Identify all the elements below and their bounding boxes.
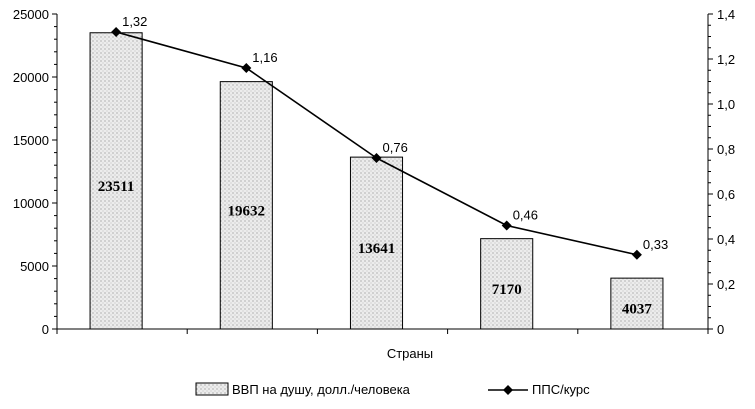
legend: ВВП на душу, долл./человека ППС/курс xyxy=(195,382,590,397)
line-point xyxy=(371,153,382,163)
bar xyxy=(610,277,664,330)
bar xyxy=(219,81,273,330)
line-point xyxy=(501,220,512,231)
y-right-tick-label: 1,0 xyxy=(717,97,735,112)
y-right-tick-label: 0,8 xyxy=(717,142,735,157)
line-point xyxy=(631,249,642,260)
y-left-tick-label: 25000 xyxy=(13,7,49,22)
bar xyxy=(349,156,404,330)
x-axis-title: Страны xyxy=(387,346,433,361)
y-left-tick-label: 20000 xyxy=(13,70,49,85)
bar-value-label: 13641 xyxy=(358,241,396,257)
y-right-tick-label: 0,6 xyxy=(717,187,735,202)
line-point-label: 0,33 xyxy=(643,237,668,252)
y-left-tick-label: 15000 xyxy=(13,133,49,148)
y-left-tick-label: 0 xyxy=(42,322,49,337)
bars: 23511 19632 13641 7170 4037 xyxy=(89,32,664,330)
y-right-tick-label: 0 xyxy=(717,322,724,337)
y-right-tick-label: 0,4 xyxy=(717,232,735,247)
bar-value-label: 4037 xyxy=(622,302,653,318)
line-point xyxy=(241,63,252,73)
line-point-label: 0,46 xyxy=(513,208,538,223)
bar-value-label: 23511 xyxy=(98,179,135,195)
bar-value-label: 7170 xyxy=(492,282,522,298)
bar xyxy=(480,238,534,330)
y-left-tick-label: 10000 xyxy=(13,196,49,211)
bar xyxy=(89,32,143,330)
line-point-label: 1,16 xyxy=(252,50,277,65)
y-right-tick-label: 0,2 xyxy=(717,277,735,292)
legend-line-marker xyxy=(503,385,513,395)
y-right-tick-label: 1,4 xyxy=(717,7,735,22)
line-point-label: 0,76 xyxy=(383,140,408,155)
legend-line-label: ППС/курс xyxy=(532,382,590,397)
axes: 0 5000 10000 15000 20000 25000 0 0,2 0,4 0,6 0,8 1,… xyxy=(13,7,735,337)
y-left-tick-label: 5000 xyxy=(20,259,49,274)
line-point xyxy=(111,27,122,37)
line-series: 1,32 1,16 0,76 0,46 0,33 xyxy=(111,14,668,260)
legend-bar-swatch xyxy=(195,382,229,396)
line-point-label: 1,32 xyxy=(122,14,147,29)
y-right-tick-label: 1,2 xyxy=(717,52,735,67)
bar-value-label: 19632 xyxy=(228,203,266,219)
legend-bar-label: ВВП на душу, долл./человека xyxy=(232,382,411,397)
